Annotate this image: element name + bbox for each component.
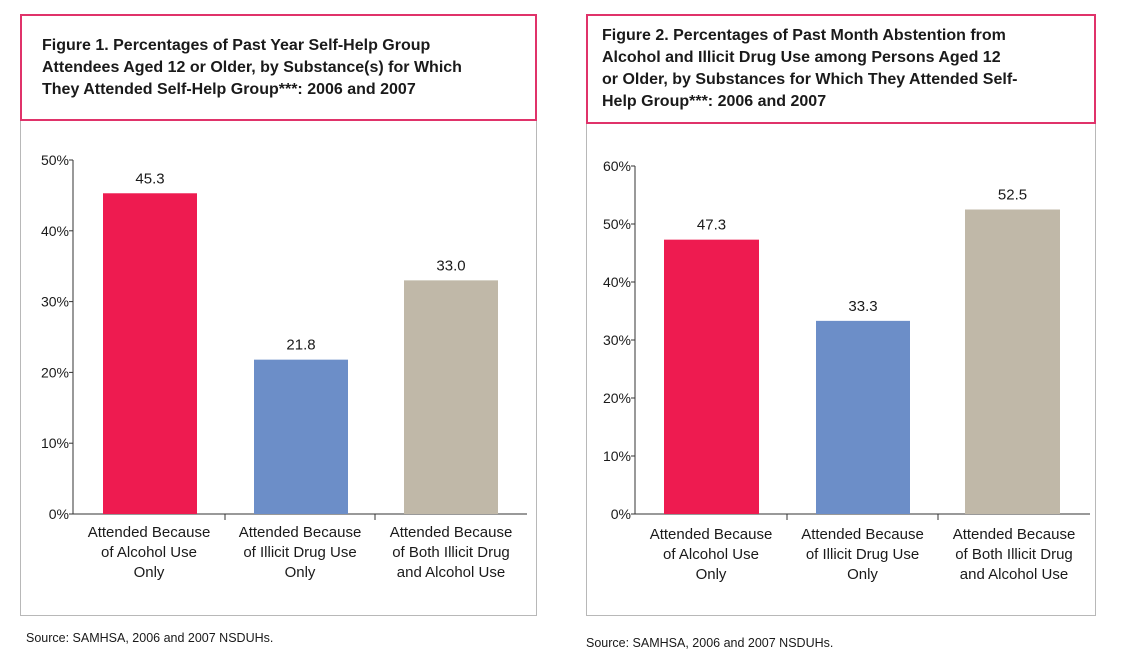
figure-2-title: Figure 2. Percentages of Past Month Abst… — [586, 14, 1096, 124]
y-tick-label: 30% — [41, 294, 69, 310]
y-tick-label: 10% — [603, 448, 631, 464]
bar — [664, 239, 759, 514]
bar — [404, 280, 498, 514]
y-tick-label: 0% — [49, 506, 69, 522]
y-tick-label: 20% — [603, 390, 631, 406]
data-label: 52.5 — [998, 187, 1027, 204]
data-label: 47.3 — [697, 217, 726, 234]
y-tick-label: 0% — [611, 506, 631, 522]
figure-2-source: Source: SAMHSA, 2006 and 2007 NSDUHs. — [586, 636, 834, 650]
y-tick-label: 40% — [41, 223, 69, 239]
data-label: 33.3 — [848, 298, 877, 315]
x-category-label: of Both Illicit Drug — [955, 546, 1073, 563]
data-label: 21.8 — [286, 337, 315, 354]
data-label: 45.3 — [135, 170, 164, 187]
figure-1-title-line: They Attended Self-Help Group***: 2006 a… — [42, 81, 416, 98]
x-category-label: of Both Illicit Drug — [392, 544, 510, 561]
figure-1-title-line: Figure 1. Percentages of Past Year Self-… — [42, 37, 431, 54]
figure-1-source: Source: SAMHSA, 2006 and 2007 NSDUHs. — [26, 631, 274, 645]
y-tick-label: 10% — [41, 435, 69, 451]
figure-1-title-line: Attendees Aged 12 or Older, by Substance… — [42, 59, 462, 76]
x-category-label: of Illicit Drug Use — [806, 546, 919, 563]
figure-2-title-line: or Older, by Substances for Which They A… — [602, 71, 1018, 88]
figure-1-title: Figure 1. Percentages of Past Year Self-… — [20, 14, 537, 121]
x-category-label: of Alcohol Use — [663, 546, 759, 563]
x-category-label: and Alcohol Use — [397, 564, 505, 581]
x-category-label: of Illicit Drug Use — [243, 544, 356, 561]
data-label: 33.0 — [436, 257, 465, 274]
figure-2-title-line: Alcohol and Illicit Drug Use among Perso… — [602, 49, 1001, 66]
x-category-label: of Alcohol Use — [101, 544, 197, 561]
x-category-label: and Alcohol Use — [960, 566, 1068, 583]
figure-2-title-line: Figure 2. Percentages of Past Month Abst… — [602, 27, 1006, 44]
bar — [103, 193, 197, 514]
x-category-label: Attended Because — [953, 526, 1076, 543]
x-category-label: Only — [285, 564, 316, 581]
x-category-label: Only — [134, 564, 165, 581]
bar — [965, 209, 1060, 514]
x-category-label: Attended Because — [239, 524, 362, 541]
x-category-label: Attended Because — [390, 524, 513, 541]
y-tick-label: 60% — [603, 158, 631, 174]
bar — [254, 359, 348, 514]
y-tick-label: 50% — [603, 216, 631, 232]
x-category-label: Attended Because — [88, 524, 211, 541]
x-category-label: Only — [696, 566, 727, 583]
y-tick-label: 30% — [603, 332, 631, 348]
x-category-label: Only — [847, 566, 878, 583]
x-category-label: Attended Because — [650, 526, 773, 543]
figure-2-title-line: Help Group***: 2006 and 2007 — [602, 93, 827, 110]
y-tick-label: 50% — [41, 152, 69, 168]
bar — [816, 320, 910, 514]
y-tick-label: 20% — [41, 364, 69, 380]
x-category-label: Attended Because — [801, 526, 924, 543]
y-tick-label: 40% — [603, 274, 631, 290]
